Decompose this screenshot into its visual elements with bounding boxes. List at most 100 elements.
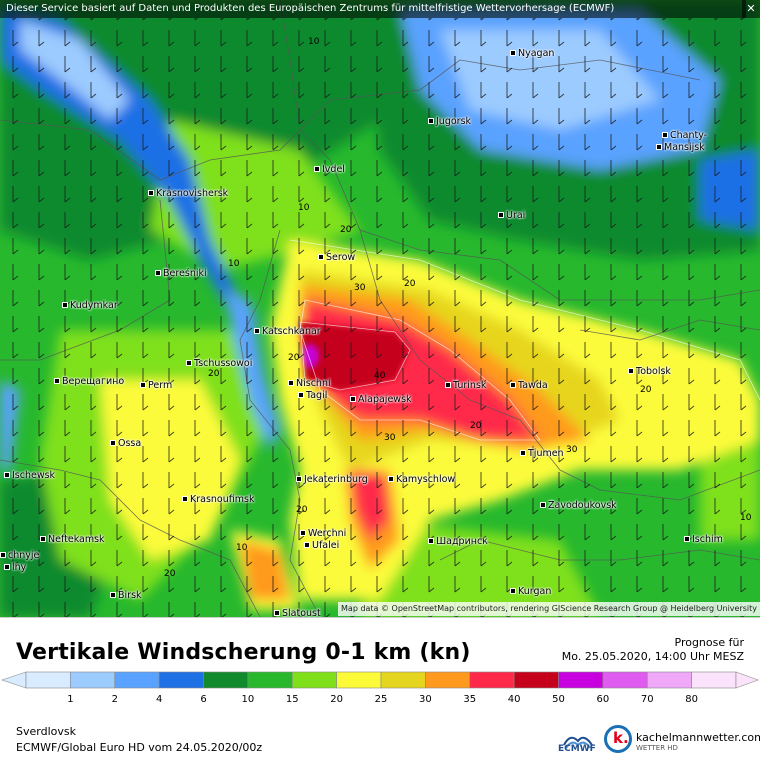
legend-swatch — [380, 671, 426, 689]
legend-level-label: 35 — [463, 694, 476, 705]
legend-level-label: 25 — [375, 694, 388, 705]
city-marker-icon — [40, 536, 46, 542]
legend-level-label: 4 — [156, 694, 162, 705]
city-marker-icon — [510, 50, 516, 56]
legend-arrow-right-icon — [735, 671, 759, 689]
city-label: Mansijsk — [656, 142, 705, 153]
city-marker-icon — [318, 254, 324, 260]
contour-label: 10 — [298, 203, 310, 213]
legend-swatch — [203, 671, 249, 689]
city-marker-icon — [148, 190, 154, 196]
weather-map[interactable]: 10 10 10 20 30 20 20 40 30 30 20 20 20 10 20 20 10 Diese… — [0, 0, 760, 617]
city-label: Ischewsk — [4, 470, 55, 481]
city-marker-icon — [54, 378, 60, 384]
contour-label: 30 — [566, 445, 578, 455]
contour-label: 20 — [208, 369, 220, 379]
close-icon[interactable]: ✕ — [742, 0, 760, 18]
city-label: Шадринск — [428, 536, 488, 547]
city-label: Kamyschlow — [388, 474, 455, 485]
city-label: Kudymkar — [62, 300, 118, 311]
ecmwf-logo-text: ECMWF — [558, 744, 596, 754]
city-marker-icon — [520, 450, 526, 456]
legend-level-label: 20 — [330, 694, 343, 705]
legend-swatch — [646, 671, 692, 689]
legend-swatch — [336, 671, 382, 689]
city-marker-icon — [510, 382, 516, 388]
legend-swatch — [691, 671, 737, 689]
brand-name[interactable]: kachelmannwetter.com — [636, 731, 760, 744]
legend-arrow-left-icon — [1, 671, 27, 689]
legend-swatch — [25, 671, 71, 689]
city-label: Tschussowoi — [186, 358, 252, 369]
divider — [0, 617, 760, 618]
city-label: Zavodoukovsk — [540, 500, 617, 511]
city-label: Tawda — [510, 380, 548, 391]
city-marker-icon — [350, 396, 356, 402]
color-legend: 1 2 4 6 10 15 20 25 30 35 40 50 60 70 80 — [1, 671, 759, 705]
city-marker-icon — [296, 476, 302, 482]
city-marker-icon — [662, 132, 668, 138]
legend-level-label: 15 — [286, 694, 299, 705]
city-label: Ufalei — [304, 540, 339, 551]
city-marker-icon — [428, 538, 434, 544]
contour-label: 20 — [640, 385, 652, 395]
city-label: chnyje — [0, 550, 39, 561]
legend-swatch — [425, 671, 471, 689]
contour-label: 40 — [374, 371, 386, 381]
map-title: Vertikale Windscherung 0-1 km (kn) — [16, 640, 471, 665]
legend-level-label: 40 — [508, 694, 521, 705]
city-label: Krasnovishersk — [148, 188, 228, 199]
legend-level-label: 30 — [419, 694, 432, 705]
city-marker-icon — [288, 380, 294, 386]
legend-swatch — [291, 671, 337, 689]
kachelmann-logo-icon[interactable]: k. — [604, 725, 632, 753]
city-label: Tobolsk — [628, 366, 671, 377]
city-label: Tagil — [298, 390, 327, 401]
city-label: Turinsk — [445, 380, 486, 391]
city-label: Perm — [140, 380, 172, 391]
city-marker-icon — [656, 144, 662, 150]
contour-label: 30 — [354, 283, 366, 293]
ecmwf-notice-banner: Dieser Service basiert auf Daten und Pro… — [0, 0, 746, 18]
city-label: Krasnoufimsk — [182, 494, 254, 505]
legend-level-label: 10 — [242, 694, 255, 705]
contour-label: 20 — [164, 569, 176, 579]
city-label: Birsk — [110, 590, 142, 601]
city-marker-icon — [428, 118, 434, 124]
contour-label: 10 — [228, 259, 240, 269]
contour-label: 10 — [308, 37, 320, 47]
forecast-label: Prognose für — [674, 636, 745, 649]
model-run: ECMWF/Global Euro HD vom 24.05.2020/00z — [16, 741, 263, 754]
city-label: Katschkanar — [254, 326, 321, 337]
contour-label: 10 — [236, 543, 248, 553]
city-label: Urai — [498, 210, 525, 221]
legend-level-label: 6 — [200, 694, 206, 705]
city-label: Neftekamsk — [40, 534, 105, 545]
city-label: Serow — [318, 252, 355, 263]
contour-label: 30 — [384, 433, 396, 443]
city-marker-icon — [4, 472, 10, 478]
city-marker-icon — [314, 166, 320, 172]
legend-level-label: 70 — [641, 694, 654, 705]
contour-label: 20 — [288, 353, 300, 363]
city-label: Ossa — [110, 438, 141, 449]
legend-level-label: 80 — [685, 694, 698, 705]
region-name: Sverdlovsk — [16, 725, 76, 738]
legend-swatch — [513, 671, 559, 689]
city-marker-icon — [510, 588, 516, 594]
city-marker-icon — [110, 440, 116, 446]
city-label: Ischim — [684, 534, 723, 545]
city-label: Jekaterinburg — [296, 474, 368, 485]
city-marker-icon — [182, 496, 188, 502]
city-marker-icon — [304, 542, 310, 548]
city-label: Nyagan — [510, 48, 554, 59]
legend-swatch — [158, 671, 204, 689]
city-label: Верещагино — [54, 376, 124, 387]
map-attribution[interactable]: Map data © OpenStreetMap contributors, r… — [338, 602, 760, 616]
city-marker-icon — [0, 552, 6, 558]
legend-swatch — [114, 671, 160, 689]
city-marker-icon — [110, 592, 116, 598]
city-label: Bereśniki — [155, 268, 207, 279]
city-label: lny — [4, 562, 26, 573]
legend-swatch — [469, 671, 515, 689]
